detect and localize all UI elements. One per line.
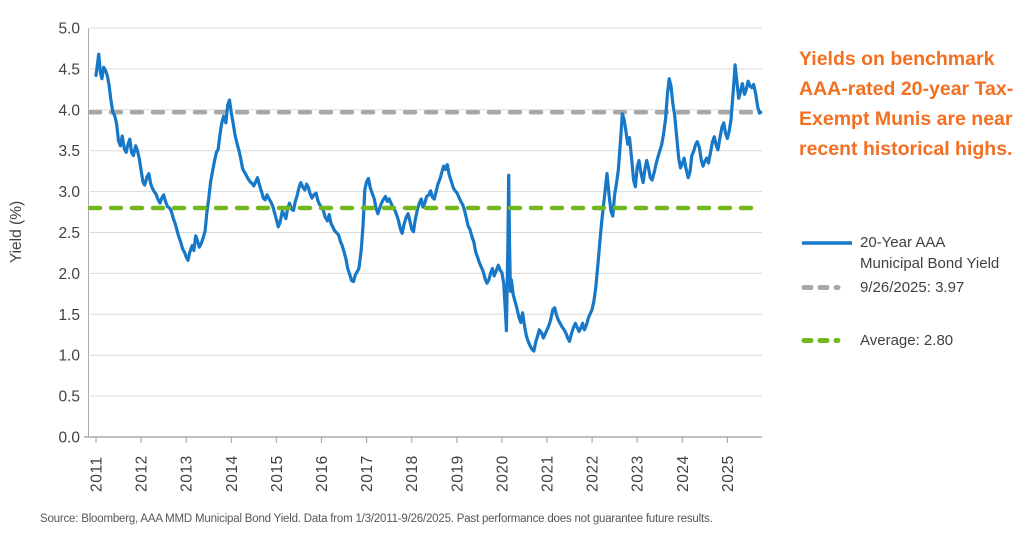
legend-spacer <box>801 301 1021 330</box>
y-tick-label: 4.5 <box>58 61 80 78</box>
green-dash-swatch-icon <box>801 338 841 343</box>
x-tick-label: 2022 <box>585 455 602 492</box>
legend-item-average: Average: 2.80 <box>801 330 1021 351</box>
y-tick-label: 3.0 <box>58 184 80 201</box>
x-tick-label: 2018 <box>404 455 421 492</box>
y-tick-label: 1.0 <box>58 348 80 365</box>
legend-label-series: 20-Year AAA Municipal Bond Yield <box>860 234 1000 272</box>
legend-item-series: 20-Year AAA Municipal Bond Yield <box>801 232 1021 274</box>
x-tick-label: 2015 <box>269 455 286 492</box>
source-note: Source: Bloomberg, AAA MMD Municipal Bon… <box>40 513 713 525</box>
x-tick-label: 2021 <box>540 455 557 492</box>
x-tick-label: 2016 <box>314 455 331 492</box>
gray-dash-swatch-icon <box>801 285 841 290</box>
x-tick-label: 2014 <box>224 455 241 492</box>
x-tick-label: 2011 <box>89 456 106 492</box>
legend-label-latest: 9/26/2025: 3.97 <box>860 279 965 296</box>
x-tick-label: 2012 <box>134 455 151 492</box>
x-tick-label: 2025 <box>720 455 737 492</box>
y-tick-label: 2.0 <box>58 266 80 283</box>
annotation-line: Exempt Munis are near <box>799 108 1013 130</box>
y-tick-label: 5.0 <box>58 21 80 38</box>
x-tick-label: 2019 <box>449 455 466 492</box>
x-tick-label: 2017 <box>359 455 376 492</box>
legend: 20-Year AAA Municipal Bond Yield 9/26/20… <box>801 232 1021 354</box>
municipal-bond-yield-line <box>94 52 763 353</box>
y-tick-label: 3.5 <box>58 143 80 160</box>
y-tick-label: 4.0 <box>58 102 80 119</box>
y-tick-label: 0.0 <box>58 430 80 447</box>
legend-item-latest: 9/26/2025: 3.97 <box>801 277 1021 298</box>
annotation-line: AAA-rated 20-year Tax- <box>799 78 1014 100</box>
blue-line-swatch-icon <box>802 241 852 245</box>
y-tick-label: 1.5 <box>58 307 80 324</box>
yield-line-chart: 0.0 0.5 1.0 1.5 2.0 2.5 3.0 3.5 4.0 4.5 5.0 2011 201… <box>8 21 763 492</box>
y-tick-label: 2.5 <box>58 225 80 242</box>
x-tick-label: 2020 <box>494 455 511 492</box>
legend-label-average: Average: 2.80 <box>860 332 954 349</box>
x-tick-label: 2023 <box>630 455 647 492</box>
annotation-line: recent historical highs. <box>799 138 1013 160</box>
annotation-line: Yields on benchmark <box>799 48 995 70</box>
y-axis-title: Yield (%) <box>8 201 25 263</box>
x-tick-label: 2024 <box>675 455 692 492</box>
y-tick-label: 0.5 <box>58 389 80 406</box>
x-tick-label: 2013 <box>179 455 196 492</box>
annotation-callout: Yields on benchmark AAA-rated 20-year Ta… <box>799 44 1021 164</box>
